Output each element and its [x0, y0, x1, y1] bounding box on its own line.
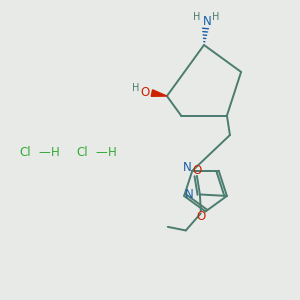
Text: N: N — [182, 161, 191, 174]
Text: H: H — [212, 12, 219, 22]
Text: N: N — [185, 188, 194, 201]
Text: Cl: Cl — [77, 146, 88, 160]
Text: Cl: Cl — [20, 146, 31, 160]
Polygon shape — [151, 90, 167, 96]
Text: O: O — [140, 86, 150, 99]
Text: H: H — [51, 146, 60, 160]
Text: O: O — [192, 164, 202, 177]
Text: H: H — [132, 83, 140, 93]
Text: O: O — [197, 210, 206, 223]
Text: H: H — [194, 12, 201, 22]
Text: N: N — [202, 15, 211, 28]
Text: —: — — [38, 146, 50, 160]
Text: —: — — [95, 146, 107, 160]
Text: H: H — [108, 146, 117, 160]
